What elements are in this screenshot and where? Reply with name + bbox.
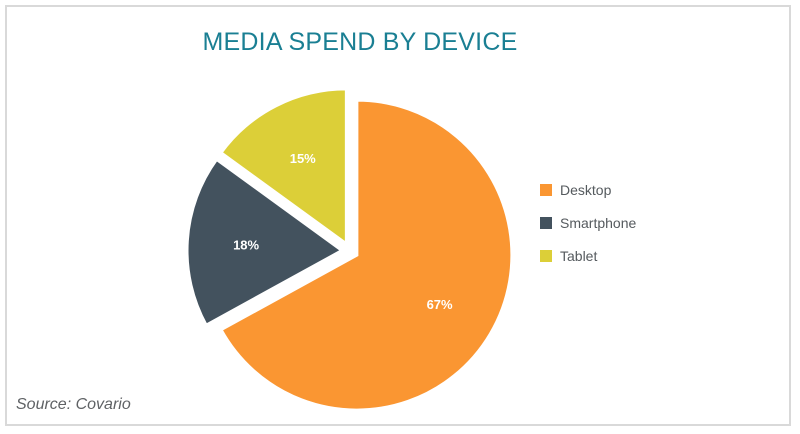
legend-swatch-desktop [540, 184, 552, 196]
legend-swatch-tablet [540, 250, 552, 262]
legend-item-desktop: Desktop [540, 180, 636, 200]
legend-label-desktop: Desktop [560, 182, 612, 198]
legend-item-tablet: Tablet [540, 246, 636, 266]
data-label-tablet: 15% [290, 151, 316, 166]
pie-slice-smartphone [185, 157, 345, 328]
data-label-desktop: 67% [427, 297, 453, 312]
chart-title: MEDIA SPEND BY DEVICE [202, 28, 518, 56]
legend-label-tablet: Tablet [560, 248, 598, 264]
pie-slice-desktop [219, 98, 514, 412]
legend: Desktop Smartphone Tablet [540, 180, 636, 279]
data-label-smartphone: 18% [233, 237, 259, 252]
pie-slice-tablet [218, 87, 348, 247]
legend-swatch-smartphone [540, 217, 552, 229]
source-note: Source: Covario [16, 396, 131, 413]
legend-label-smartphone: Smartphone [560, 215, 637, 231]
legend-item-smartphone: Smartphone [540, 213, 636, 233]
